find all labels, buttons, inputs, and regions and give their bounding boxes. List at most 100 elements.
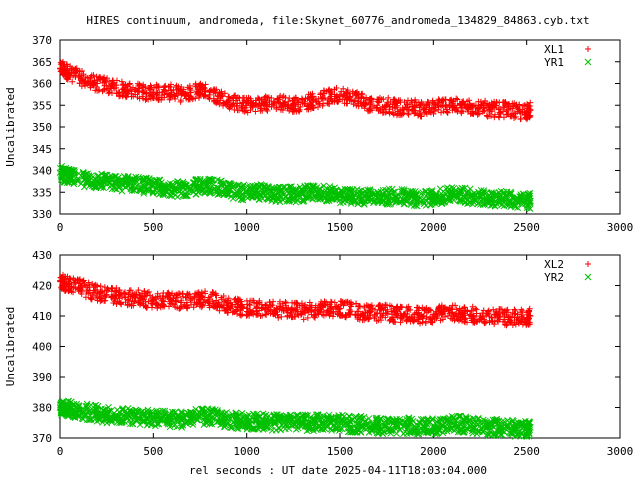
data-point bbox=[404, 110, 411, 117]
data-point bbox=[153, 84, 160, 91]
data-point bbox=[188, 94, 195, 101]
data-point bbox=[235, 94, 242, 101]
data-point bbox=[474, 111, 481, 118]
y-tick-label: 350 bbox=[32, 121, 52, 134]
data-point bbox=[300, 316, 307, 323]
data-point bbox=[339, 96, 346, 103]
data-point bbox=[440, 97, 447, 104]
x-tick-label: 1000 bbox=[233, 445, 260, 458]
legend-marker-XL1 bbox=[585, 46, 591, 52]
data-point bbox=[477, 104, 483, 111]
data-point bbox=[291, 100, 298, 107]
data-point bbox=[97, 184, 105, 191]
data-point bbox=[103, 82, 110, 89]
data-point bbox=[207, 176, 215, 184]
data-point bbox=[412, 109, 419, 116]
x-tick-label: 500 bbox=[143, 221, 163, 234]
data-point bbox=[337, 187, 345, 195]
data-point bbox=[309, 97, 315, 104]
data-point bbox=[426, 108, 433, 115]
data-point bbox=[293, 108, 300, 115]
data-point bbox=[461, 304, 468, 311]
x-tick-label: 3000 bbox=[607, 221, 634, 234]
data-point bbox=[77, 180, 85, 187]
data-point bbox=[88, 81, 95, 88]
data-point bbox=[225, 180, 233, 187]
data-point bbox=[493, 102, 500, 109]
data-point bbox=[291, 95, 298, 102]
data-point bbox=[337, 91, 343, 98]
data-point bbox=[488, 113, 495, 120]
data-point bbox=[94, 176, 102, 183]
data-point bbox=[469, 108, 476, 115]
data-point bbox=[365, 415, 373, 422]
data-point bbox=[159, 89, 166, 96]
data-point bbox=[124, 174, 132, 181]
data-point bbox=[496, 99, 503, 106]
data-point bbox=[234, 107, 241, 114]
data-point bbox=[419, 100, 426, 107]
data-point bbox=[444, 109, 451, 116]
data-point bbox=[57, 65, 63, 72]
y-axis-label: Uncalibrated bbox=[4, 307, 17, 386]
data-point bbox=[412, 96, 419, 103]
data-point bbox=[375, 107, 382, 114]
data-point bbox=[141, 89, 147, 96]
data-point bbox=[135, 173, 143, 181]
data-point bbox=[153, 183, 161, 191]
data-point bbox=[71, 66, 78, 73]
data-point bbox=[505, 111, 512, 118]
data-point bbox=[282, 103, 289, 110]
data-point bbox=[386, 110, 393, 117]
data-point bbox=[234, 100, 241, 107]
data-point bbox=[526, 105, 533, 112]
data-point bbox=[347, 192, 355, 200]
data-point bbox=[517, 115, 524, 122]
data-point bbox=[262, 93, 269, 100]
data-point bbox=[179, 182, 187, 190]
data-point bbox=[358, 95, 365, 102]
data-point bbox=[340, 85, 347, 92]
data-point bbox=[275, 195, 282, 203]
y-tick-label: 380 bbox=[32, 402, 52, 415]
data-point bbox=[458, 104, 465, 111]
data-point bbox=[177, 97, 184, 104]
data-point bbox=[74, 178, 82, 185]
data-point bbox=[520, 102, 527, 109]
data-point bbox=[380, 109, 387, 116]
data-point bbox=[355, 187, 363, 195]
data-point bbox=[244, 109, 251, 116]
data-point bbox=[166, 93, 173, 100]
data-point bbox=[422, 202, 430, 209]
legend-marker-YR1 bbox=[584, 58, 592, 66]
data-point bbox=[480, 108, 487, 115]
data-point bbox=[101, 86, 108, 93]
x-tick-label: 2000 bbox=[420, 221, 447, 234]
data-point bbox=[426, 101, 433, 108]
data-point bbox=[475, 110, 482, 117]
data-point bbox=[343, 100, 350, 107]
data-point bbox=[355, 95, 362, 102]
data-point bbox=[473, 306, 480, 313]
data-point bbox=[499, 108, 506, 115]
data-point bbox=[213, 100, 220, 107]
data-point bbox=[375, 99, 382, 106]
data-point bbox=[215, 93, 222, 100]
x-tick-label: 3000 bbox=[607, 445, 634, 458]
data-point bbox=[150, 89, 157, 96]
data-point bbox=[304, 314, 311, 321]
data-point bbox=[178, 91, 185, 98]
data-point bbox=[172, 93, 179, 100]
data-point bbox=[422, 319, 429, 326]
y-tick-label: 365 bbox=[32, 56, 52, 69]
data-point bbox=[231, 92, 238, 99]
y-tick-label: 420 bbox=[32, 280, 52, 293]
data-point bbox=[324, 96, 331, 103]
data-point bbox=[482, 97, 489, 104]
data-point bbox=[154, 83, 161, 90]
data-point bbox=[226, 190, 233, 198]
data-point bbox=[63, 61, 70, 68]
data-point bbox=[346, 187, 354, 195]
data-point bbox=[96, 74, 103, 81]
